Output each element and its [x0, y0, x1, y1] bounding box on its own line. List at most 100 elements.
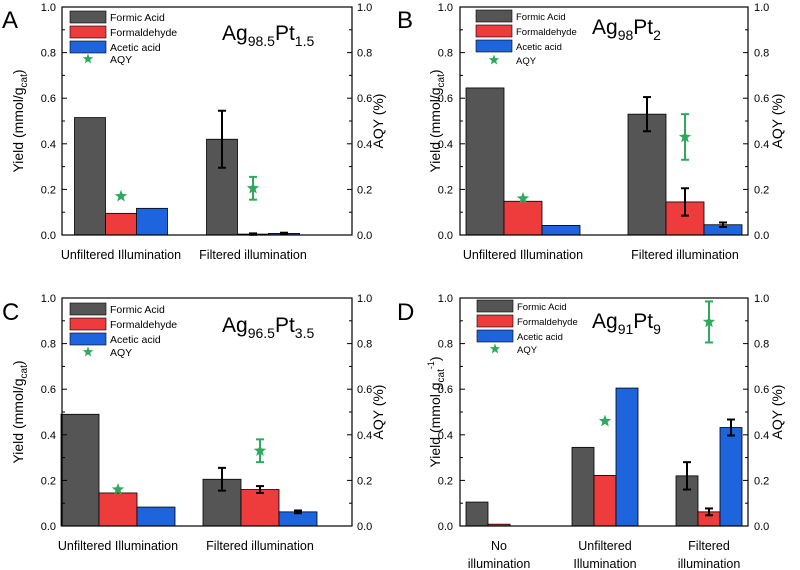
- panel-a-bar-formic-acid-1: [74, 117, 106, 236]
- panel-d-bar-formic-acid-2: [571, 446, 595, 527]
- panel-c-title-sub1: 96.5: [248, 325, 275, 341]
- panel-a-title-sub2: 1.5: [295, 33, 315, 49]
- panel-a-y-axis-label-sub: cat: [19, 74, 30, 88]
- panel-a-y2-tick-label: 0.4: [357, 139, 372, 151]
- panel-b-aqy-point-2: [678, 130, 692, 143]
- panel-c-y-tick-label: 0.8: [41, 339, 56, 351]
- panel-b-errorbar-acetic-acid-2: [719, 221, 727, 229]
- panel-a-errorbar-formic-acid-2: [218, 109, 226, 169]
- panel-d-y2-tick-label: 1.0: [754, 293, 769, 305]
- panel-a-category-label-2: Filtered illumination: [199, 248, 307, 262]
- panel-c-category-label-line: Filtered illumination: [206, 539, 314, 553]
- panel-d-category-label-line: Unfiltered: [578, 539, 632, 553]
- panel-b-title: Ag98Pt2: [592, 16, 661, 43]
- panel-d-title-sub2: 9: [653, 321, 661, 337]
- panel-b-letter: B: [397, 7, 413, 34]
- panel-d-title-sub1: 91: [618, 321, 634, 337]
- panel-c: C Unfiltered Illumination Filtered illumin…: [2, 293, 386, 553]
- panel-c-bar-formaldehyde-2: [240, 489, 280, 527]
- panel-b-title-mid: Pt: [633, 16, 653, 39]
- panel-b-errorbar-formic-acid-2: [643, 96, 651, 133]
- panel-a-bar-formaldehyde-1: [105, 212, 137, 236]
- panel-c-legend-swatch-acetic-acid: [69, 332, 107, 346]
- panel-c-legend-label-acetic-acid: Acetic acid: [110, 334, 161, 346]
- panel-d-y-tick-label: 0.8: [438, 339, 453, 351]
- panel-d-category-label-1: No illumination: [468, 539, 531, 570]
- panel-a-legend-label-formic-acid: Formic Acid: [110, 12, 165, 24]
- panel-b-title-sub2: 2: [653, 27, 661, 43]
- panel-b-legend-label-formic-acid: Formic Acid: [516, 12, 566, 23]
- panel-a-y2-tick-label: 1.0: [357, 2, 372, 14]
- panel-a-y-tick-label: 0.6: [41, 93, 56, 105]
- panel-b-y-tick-label: 0.0: [438, 230, 453, 242]
- panel-a-y-tick-label: 0.0: [41, 230, 56, 242]
- panel-d-legend-label-acetic-acid: Acetic acid: [517, 332, 563, 343]
- panel-a-y-axis-label-base: Yield (mmol/g: [10, 87, 26, 172]
- panel-a-letter: A: [2, 7, 18, 34]
- panel-c-errorbar-formic-acid-2: [218, 466, 226, 492]
- panel-b-y-axis-label-sub: cat: [436, 74, 447, 88]
- panel-b-y-tick-label: 0.8: [438, 48, 453, 60]
- panel-b-bar-formic-acid-2: [627, 113, 667, 236]
- panel-d-y2-axis-label: AQY (%): [769, 385, 785, 440]
- panel-b-y-tick-label: 0.6: [438, 93, 453, 105]
- panel-a-title: Ag98.5Pt1.5: [222, 22, 314, 49]
- panel-a-y2-tick-label: 0.6: [357, 93, 372, 105]
- panel-a-aqy-point-2: [246, 181, 260, 194]
- panel-c-category-label-1: Unfiltered Illumination: [58, 539, 178, 553]
- panel-a-errorbar-acetic-acid-2: [280, 231, 288, 236]
- panel-d-aqy-point-2: [598, 414, 612, 427]
- panel-c-title-base: Ag: [222, 314, 248, 337]
- panel-a-y2-tick-label: 0.8: [357, 48, 372, 60]
- panel-d: D No illumination Unfiltered Illumination Fil…: [397, 293, 785, 570]
- panel-d-legend-swatch-acetic-acid: [476, 329, 514, 343]
- panel-b-legend-aqy-icon: [488, 54, 500, 65]
- panel-a-legend-swatch-formic-acid: [69, 10, 107, 24]
- panel-d-y2-tick-label: 0.2: [754, 475, 769, 487]
- panel-d-aqy-point-3: [702, 315, 716, 328]
- panel-d-legend-swatch-formaldehyde: [476, 314, 514, 328]
- panel-b-y2-tick-label: 0.2: [754, 184, 769, 196]
- panel-c-title-mid: Pt: [275, 314, 295, 337]
- panel-c-bar-formic-acid-1: [60, 413, 100, 527]
- panel-a-legend-swatch-formaldehyde: [69, 25, 107, 39]
- panel-d-y-tick-label: 0.6: [438, 384, 453, 396]
- panel-c-aqy-point-2: [253, 444, 267, 457]
- panel-c-y-tick-label: 0.0: [41, 521, 56, 533]
- panel-c-legend-swatch-formaldehyde: [69, 317, 107, 331]
- panel-b-y-tick-label: 1.0: [438, 2, 453, 14]
- panel-c-y2-tick-label: 0.4: [357, 430, 372, 442]
- panel-a-y-axis-label-tail: ): [10, 69, 26, 74]
- panel-d-y2-tick-label: 0.8: [754, 339, 769, 351]
- panel-c-y-axis-label: Yield (mmol/gcat): [10, 360, 30, 463]
- panel-d-y-axis-label-sup: -1: [426, 361, 436, 369]
- panel-a-y-tick-label: 0.4: [41, 139, 56, 151]
- panel-a-legend-label-formaldehyde: Formaldehyde: [110, 27, 177, 39]
- panel-d-y2-tick-label: 0.0: [754, 521, 769, 533]
- panel-a-y2-axis-label: AQY (%): [370, 94, 386, 149]
- panel-b-y-tick-label: 0.4: [438, 139, 453, 151]
- panel-c-bar-acetic-acid-1: [136, 506, 176, 527]
- panel-d-legend-label-formaldehyde: Formaldehyde: [517, 317, 578, 328]
- panel-b-legend-label-formaldehyde: Formaldehyde: [516, 27, 577, 38]
- panel-b-y2-tick-label: 0.6: [754, 93, 769, 105]
- panel-b-category-label-2: Filtered illumination: [631, 248, 739, 262]
- panel-c-y-axis-label-tail: ): [10, 360, 26, 365]
- panel-d-legend-label-aqy: AQY: [517, 345, 538, 356]
- panel-b-legend-swatch-formaldehyde: [475, 24, 513, 38]
- panel-d-bar-formaldehyde-2: [593, 474, 617, 527]
- panel-b-y2-tick-label: 0.0: [754, 230, 769, 242]
- panel-d-category-label-line: illumination: [468, 557, 531, 570]
- panel-c-legend-label-formaldehyde: Formaldehyde: [110, 319, 177, 331]
- panel-b-legend: Formic Acid Formaldehyde Acetic acid AQY: [475, 9, 577, 67]
- panel-b-y-axis-label-tail: ): [427, 69, 443, 74]
- panel-c-letter: C: [2, 299, 19, 326]
- panel-d-errorbar-formaldehyde-3: [705, 507, 713, 517]
- panel-d-bar-acetic-acid-3: [719, 427, 743, 527]
- panel-a-y-tick-label: 1.0: [41, 2, 56, 14]
- panel-d-y-axis-label-sub: cat: [436, 369, 447, 383]
- panel-b-bar-formic-acid-1: [465, 87, 505, 236]
- panel-a-legend-swatch-acetic-acid: [69, 40, 107, 54]
